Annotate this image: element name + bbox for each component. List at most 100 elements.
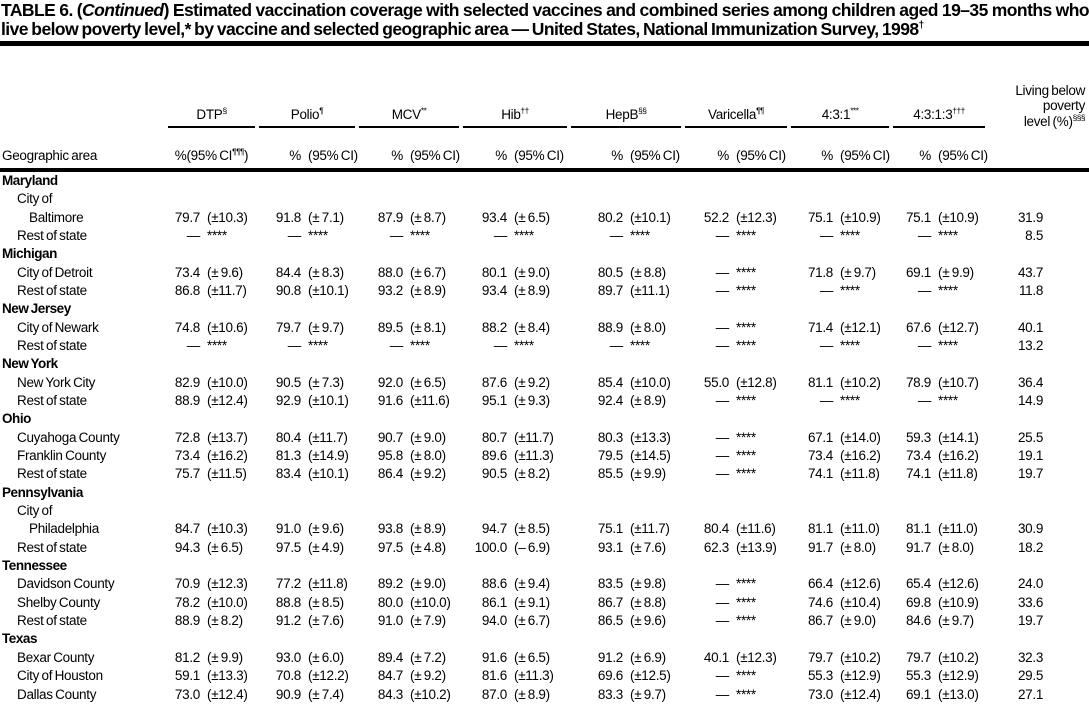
vaccine-group-header: DTP§ [166, 46, 257, 128]
table-row: City of Houston 59.1 (±13.3) 70.8 (±12.2) 84.… [0, 667, 1089, 685]
table-row: City of Detroit 73.4 (± 9.6) 84.4 (± 8.3) 88.… [0, 264, 1089, 282]
ci-cell: **** [736, 668, 756, 684]
vaccine-group-footnote-mark: ¶¶ [756, 105, 765, 116]
ci-subheader: (95% CI) [736, 147, 786, 163]
ci-cell: **** [736, 448, 756, 464]
ci-cell: (± 8.9) [514, 686, 550, 702]
pct-cell: 74.1 [807, 466, 834, 482]
ci-cell: (±11.8) [840, 466, 880, 482]
ci-cell: (± 8.5) [308, 594, 344, 610]
ci-cell: (±12.2) [308, 668, 349, 684]
area-label: Dallas County [17, 686, 97, 702]
pct-cell: — [715, 613, 730, 629]
pct-subheader: % [611, 147, 623, 163]
ci-footnote-mark: ¶¶¶ [232, 146, 245, 157]
ci-cell: **** [514, 337, 534, 353]
ci-cell: (±10.0) [630, 374, 671, 390]
pct-cell: 89.7 [597, 282, 623, 298]
ci-cell: (±11.7) [308, 429, 348, 445]
ci-cell: (±12.3) [736, 649, 777, 665]
ci-cell: (±11.3) [514, 448, 554, 464]
pct-cell: 83.4 [275, 466, 301, 482]
ci-cell: (± 7.6) [630, 539, 666, 555]
area-label: Philadelphia [29, 521, 99, 537]
ci-cell: (±11.8) [308, 576, 348, 592]
ci-cell: (± 7.2) [410, 649, 446, 665]
ci-cell: **** [840, 393, 860, 408]
ci-cell: (± 9.7) [308, 319, 344, 335]
pct-cell: 97.5 [377, 539, 403, 555]
ci-cell: (±11.7) [514, 429, 554, 445]
poverty-cell: 31.9 [1017, 209, 1044, 225]
ci-cell: (±10.2) [410, 686, 451, 702]
pct-cell: 79.5 [597, 448, 623, 464]
poverty-cell: 19.7 [1017, 466, 1044, 482]
ci-cell: **** [840, 227, 860, 243]
pct-cell: 79.7 [166, 704, 200, 707]
ci-cell: (±10.0) [410, 594, 451, 610]
vaccine-group-label: 4:3:1:3††† [893, 106, 986, 128]
pct-cell: 84.7 [174, 521, 200, 537]
poverty-cell: 36.4 [1017, 374, 1044, 390]
pct-cell: 90.8 [275, 282, 301, 298]
ci-cell: (±10.9) [840, 209, 881, 225]
poverty-cell: 8.5 [1025, 227, 1044, 243]
pct-cell: 88.0 [357, 704, 403, 707]
ci-cell: (±12.8) [736, 374, 777, 390]
pct-cell: 70.8 [275, 668, 301, 684]
vaccine-group-label: Varicella¶¶ [685, 105, 788, 128]
header-group-row: Geographic area DTP§ Polio¶ MCV** Hib†† HepB… [0, 46, 1089, 163]
ci-cell: (±11.6) [736, 521, 776, 537]
vaccine-group-label: HepB§§ [571, 106, 681, 128]
pct-cell: 73.0 [174, 686, 200, 702]
ci-subheader: (95% CI) [938, 147, 988, 163]
ci-cell: (±16.2) [938, 448, 979, 464]
table-row: Rest of state 88.9 (±12.4) 92.9 (±10.1) 91.6 (… [0, 392, 1089, 410]
ci-cell: **** [308, 337, 328, 353]
area-label: Rest of state [17, 337, 87, 353]
poverty-cell: 18.2 [1017, 539, 1044, 555]
ci-cell: (± 8.0) [938, 539, 974, 555]
ci-cell: (± 9.2) [410, 466, 446, 482]
pct-cell: 84.6 [905, 613, 932, 629]
table-row: Rest of state 94.3 (± 6.5) 97.5 (± 4.9) 97.5 (… [0, 539, 1089, 557]
pct-cell: 91.7 [807, 539, 834, 555]
ci-cell: (± 6.9) [630, 649, 666, 665]
pct-cell: 93.8 [377, 521, 403, 537]
pct-cell: 91.6 [481, 649, 507, 665]
vaccine-group-footnote-mark: †† [520, 105, 530, 116]
ci-cell: (±12.4) [840, 686, 881, 702]
ci-cell: (± 8.8) [630, 594, 666, 610]
pct-cell: 86.5 [597, 613, 623, 629]
ci-cell: (±12.4) [207, 393, 248, 408]
pct-cell: 59.3 [905, 429, 932, 445]
ci-cell: (± 6.5) [410, 374, 446, 390]
table-row: Maryland [0, 170, 1089, 190]
ci-subheader: (95% CI) [630, 147, 680, 163]
table-row: Philadelphia 84.7 (±10.3) 91.0 (± 9.6) 93.8 (±… [0, 520, 1089, 538]
pct-cell: 69.1 [905, 264, 932, 280]
pct-cell: 75.1 [905, 209, 932, 225]
ci-cell: (± 6.0) [403, 704, 461, 707]
ci-cell: (±12.6) [840, 576, 881, 592]
pct-cell: 80.2 [597, 209, 623, 225]
pct-cell: — [715, 594, 730, 610]
ci-cell: (± 9.7) [840, 264, 876, 280]
poverty-cell: 14.9 [1017, 393, 1044, 408]
ci-cell: (± 9.9) [938, 264, 974, 280]
pct-cell: — [609, 227, 624, 243]
ci-cell: **** [938, 337, 958, 353]
pct-cell: 80.4 [703, 521, 729, 537]
ci-cell: (± 8.9) [630, 393, 666, 408]
ci-cell: (±10.3) [207, 521, 248, 537]
table-row: New Jersey [0, 300, 1089, 318]
pct-cell: 90.9 [275, 686, 301, 702]
pct-cell: 88.6 [481, 576, 507, 592]
pct-cell: 73.4 [174, 448, 200, 464]
ci-cell: (± 9.6) [630, 613, 666, 629]
area-label: City of Houston [17, 668, 103, 684]
ci-cell: (± 8.9) [514, 282, 550, 298]
pct-cell: 78.2 [569, 704, 623, 707]
pct-cell: 66.4 [807, 576, 834, 592]
